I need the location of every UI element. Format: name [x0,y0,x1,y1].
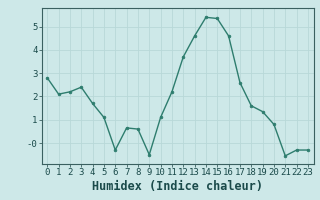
X-axis label: Humidex (Indice chaleur): Humidex (Indice chaleur) [92,180,263,193]
